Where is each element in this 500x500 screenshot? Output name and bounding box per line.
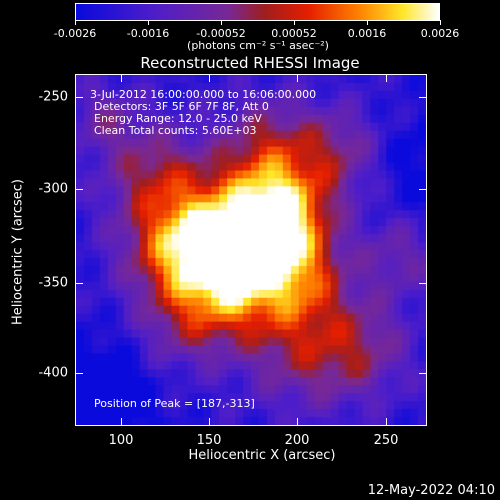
x-tick-mark bbox=[121, 418, 122, 426]
time-range-annotation: 3-Jul-2012 16:00:00.000 to 16:06:00.000 bbox=[90, 88, 317, 101]
x-tick-mark bbox=[297, 74, 298, 82]
x-tick-label: 250 bbox=[373, 433, 399, 448]
energy-range-annotation: Energy Range: 12.0 - 25.0 keV bbox=[94, 112, 262, 125]
x-tick-mark bbox=[386, 418, 387, 426]
colorbar-units-label: (photons cm⁻² s⁻¹ asec⁻²) bbox=[187, 39, 329, 52]
x-tick-mark bbox=[121, 74, 122, 82]
colorbar-tick bbox=[75, 20, 76, 25]
x-tick-mark bbox=[297, 418, 298, 426]
colorbar-tick-label: 0.0016 bbox=[347, 27, 387, 40]
y-tick-mark bbox=[419, 373, 427, 374]
heatmap-image bbox=[76, 75, 426, 425]
x-axis-label: Heliocentric X (arcsec) bbox=[188, 448, 336, 463]
colorbar-tick bbox=[294, 20, 295, 25]
x-tick-mark bbox=[209, 418, 210, 426]
x-tick-label: 100 bbox=[108, 433, 134, 448]
colorbar-tick bbox=[148, 20, 149, 25]
colorbar-tick bbox=[440, 20, 441, 25]
y-tick-mark bbox=[75, 283, 83, 284]
colorbar-tick-label: -0.0026 bbox=[53, 27, 97, 40]
y-tick-mark bbox=[419, 283, 427, 284]
colorbar bbox=[75, 3, 440, 21]
colorbar-tick-label: -0.00052 bbox=[196, 27, 246, 40]
detectors-annotation: Detectors: 3F 5F 6F 7F 8F, Att 0 bbox=[94, 100, 269, 113]
y-tick-label: -350 bbox=[38, 275, 68, 291]
y-tick-mark bbox=[75, 373, 83, 374]
y-tick-label: -300 bbox=[38, 181, 68, 197]
x-tick-label: 150 bbox=[196, 433, 222, 448]
x-tick-label: 200 bbox=[284, 433, 310, 448]
colorbar-tick-label: -0.0016 bbox=[126, 27, 170, 40]
y-tick-label: -400 bbox=[38, 365, 68, 381]
y-tick-mark bbox=[419, 189, 427, 190]
y-tick-label: -250 bbox=[38, 89, 68, 105]
peak-position-annotation: Position of Peak = [187,-313] bbox=[94, 397, 255, 410]
colorbar-tick-label: 0.00052 bbox=[271, 27, 317, 40]
x-tick-mark bbox=[209, 74, 210, 82]
y-tick-mark bbox=[419, 97, 427, 98]
y-tick-mark bbox=[75, 97, 83, 98]
image-plot[interactable]: 3-Jul-2012 16:00:00.000 to 16:06:00.000 … bbox=[75, 74, 427, 426]
colorbar-tick bbox=[221, 20, 222, 25]
colorbar-tick bbox=[367, 20, 368, 25]
x-tick-mark bbox=[386, 74, 387, 82]
footer-timestamp: 12-May-2022 04:10 bbox=[367, 483, 495, 498]
colorbar-tick-label: 0.0026 bbox=[420, 27, 460, 40]
plot-title: Reconstructed RHESSI Image bbox=[140, 54, 360, 72]
y-tick-mark bbox=[75, 189, 83, 190]
clean-counts-annotation: Clean Total counts: 5.60E+03 bbox=[94, 124, 257, 137]
colorbar-gradient bbox=[76, 4, 439, 20]
y-axis-label: Heliocentric Y (arcsec) bbox=[10, 179, 26, 325]
